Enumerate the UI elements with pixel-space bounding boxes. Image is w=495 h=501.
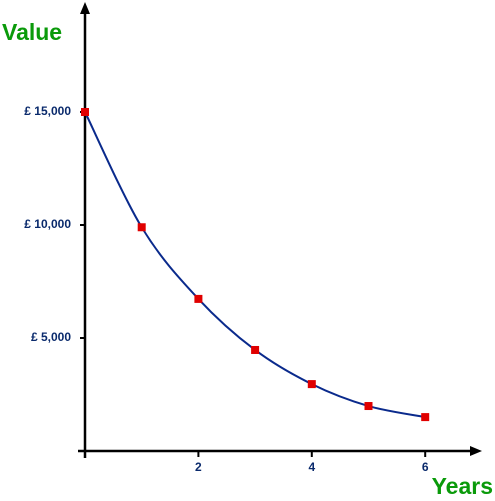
- marker: [421, 413, 430, 422]
- axes: [78, 2, 482, 458]
- marker: [364, 402, 373, 411]
- y-tick-label: £ 5,000: [31, 330, 71, 344]
- marker: [251, 345, 260, 354]
- x-tick-label: 6: [422, 460, 429, 474]
- y-tick-label: £ 15,000: [24, 104, 71, 118]
- x-arrow: [470, 446, 482, 456]
- marker: [307, 380, 316, 389]
- x-axis-title: Years: [432, 473, 493, 499]
- x-tick-label: 2: [195, 460, 202, 474]
- y-tick-label: £ 10,000: [24, 217, 71, 231]
- y-axis-title: Value: [2, 19, 62, 45]
- marker: [194, 294, 203, 303]
- x-tick-label: 4: [308, 460, 315, 474]
- y-arrow: [80, 2, 90, 14]
- marker: [81, 108, 89, 116]
- marker: [137, 223, 146, 232]
- line: [84, 111, 426, 419]
